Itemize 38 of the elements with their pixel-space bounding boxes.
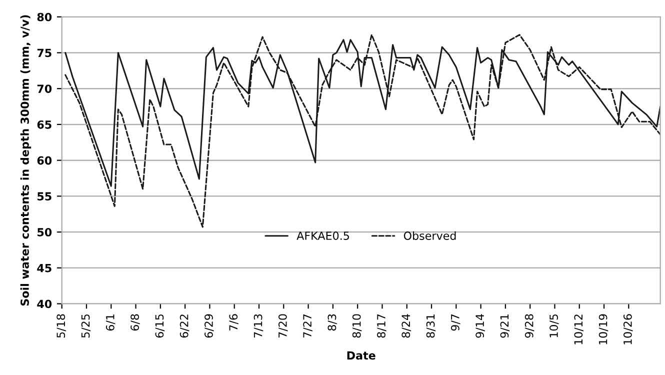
- y-axis-title: Soil water contents in depth 300mm (mm, v/v): [20, 15, 32, 306]
- x-tick-label: 7/13: [254, 314, 264, 338]
- x-axis-title: Date: [347, 351, 376, 360]
- y-tick-label: 50: [38, 228, 52, 236]
- x-tick-label: 7/27: [303, 314, 312, 338]
- legend-label: AFKAE0.5: [296, 232, 349, 240]
- y-tick-label: 65: [37, 120, 52, 129]
- legend-label: Observed: [404, 231, 456, 240]
- x-tick-label: 6/8: [130, 314, 140, 331]
- x-tick-label: 10/5: [550, 314, 559, 338]
- x-tick-label: 10/12: [574, 314, 584, 344]
- x-tick-label: 8/3: [328, 314, 338, 331]
- x-tick-label: 8/31: [426, 314, 436, 338]
- x-tick-label: 5/25: [81, 314, 91, 338]
- x-tick-label: 5/18: [56, 314, 66, 338]
- x-tick-label: 9/7: [450, 314, 460, 331]
- x-tick-label: 10/26: [623, 314, 633, 344]
- x-tick-label: 8/17: [377, 314, 386, 338]
- x-tick-label: 7/6: [229, 314, 238, 330]
- y-tick-label: 70: [37, 84, 52, 93]
- x-tick-label: 9/28: [524, 314, 534, 338]
- y-tick-label: 80: [37, 12, 52, 22]
- y-tick-label: 45: [37, 264, 52, 272]
- x-tick-label: 7/20: [278, 314, 288, 338]
- x-tick-label: 8/10: [352, 314, 362, 338]
- x-tick-label: 6/22: [180, 314, 190, 338]
- y-tick-label: 75: [37, 48, 52, 58]
- x-tick-label: 8/24: [402, 314, 411, 338]
- line-series: [64, 34, 660, 228]
- x-tick-label: 9/14: [476, 314, 485, 338]
- y-tick-label: 60: [37, 156, 52, 165]
- x-tick-label: 6/15: [155, 314, 165, 338]
- y-tick-label: 55: [38, 192, 52, 201]
- x-tick-label: 6/1: [106, 314, 116, 331]
- x-tick-label: 10/19: [598, 314, 608, 344]
- y-tick-label: 40: [37, 300, 52, 308]
- x-tick-label: 9/21: [500, 314, 510, 338]
- x-tick-label: 6/29: [204, 314, 214, 338]
